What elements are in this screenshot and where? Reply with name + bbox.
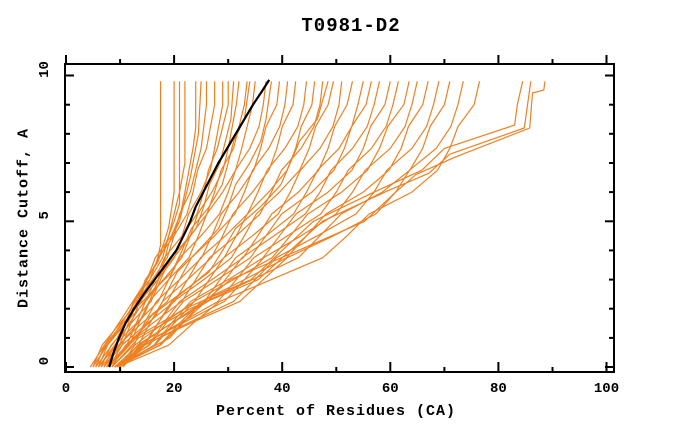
model-curve-12 [103, 81, 267, 368]
model-curve-25 [116, 81, 391, 368]
model-curve-27 [114, 81, 410, 368]
y-tick-label-0: 0 [37, 357, 53, 365]
x-tick-label-60: 60 [382, 381, 399, 397]
model-curve-23 [114, 81, 372, 368]
model-curve-36 [111, 81, 532, 368]
model-curve-40 [108, 81, 272, 368]
model-curve-06 [95, 81, 216, 368]
model-curve-30 [122, 81, 440, 368]
y-tick-label-10: 10 [37, 61, 53, 78]
model-curve-42 [89, 81, 181, 368]
model-curve-34 [108, 81, 524, 368]
model-curve-37 [97, 81, 202, 368]
y-tick-label-5: 5 [37, 211, 53, 219]
plot-frame [64, 63, 615, 373]
x-tick-label-40: 40 [274, 381, 291, 397]
y-axis-title-text: Distance Cutoff, A [15, 127, 33, 309]
model-curve-39 [95, 81, 251, 368]
x-tick-label-80: 80 [490, 381, 507, 397]
highlighted-model-curve [108, 79, 271, 368]
model-curve-11 [108, 81, 256, 368]
x-axis-title: Percent of Residues (CA) [215, 403, 457, 420]
x-tick-label-100: 100 [594, 381, 619, 397]
model-curve-32 [119, 81, 464, 368]
model-curve-14 [105, 81, 289, 368]
x-tick-label-20: 20 [166, 381, 183, 397]
model-curve-19 [114, 81, 335, 368]
model-curve-41 [106, 81, 329, 368]
model-curve-02 [95, 81, 175, 368]
chart-title: T0981-D2 [301, 15, 401, 37]
model-curve-01 [92, 81, 162, 368]
model-curve-33 [117, 81, 481, 368]
x-tick-label-0: 0 [62, 381, 70, 397]
model-curve-04 [92, 81, 197, 368]
model-curve-15 [114, 81, 297, 368]
model-curve-35 [114, 81, 546, 368]
model-curve-18 [111, 81, 324, 368]
model-curve-20 [119, 81, 343, 368]
model-curve-29 [117, 81, 429, 368]
